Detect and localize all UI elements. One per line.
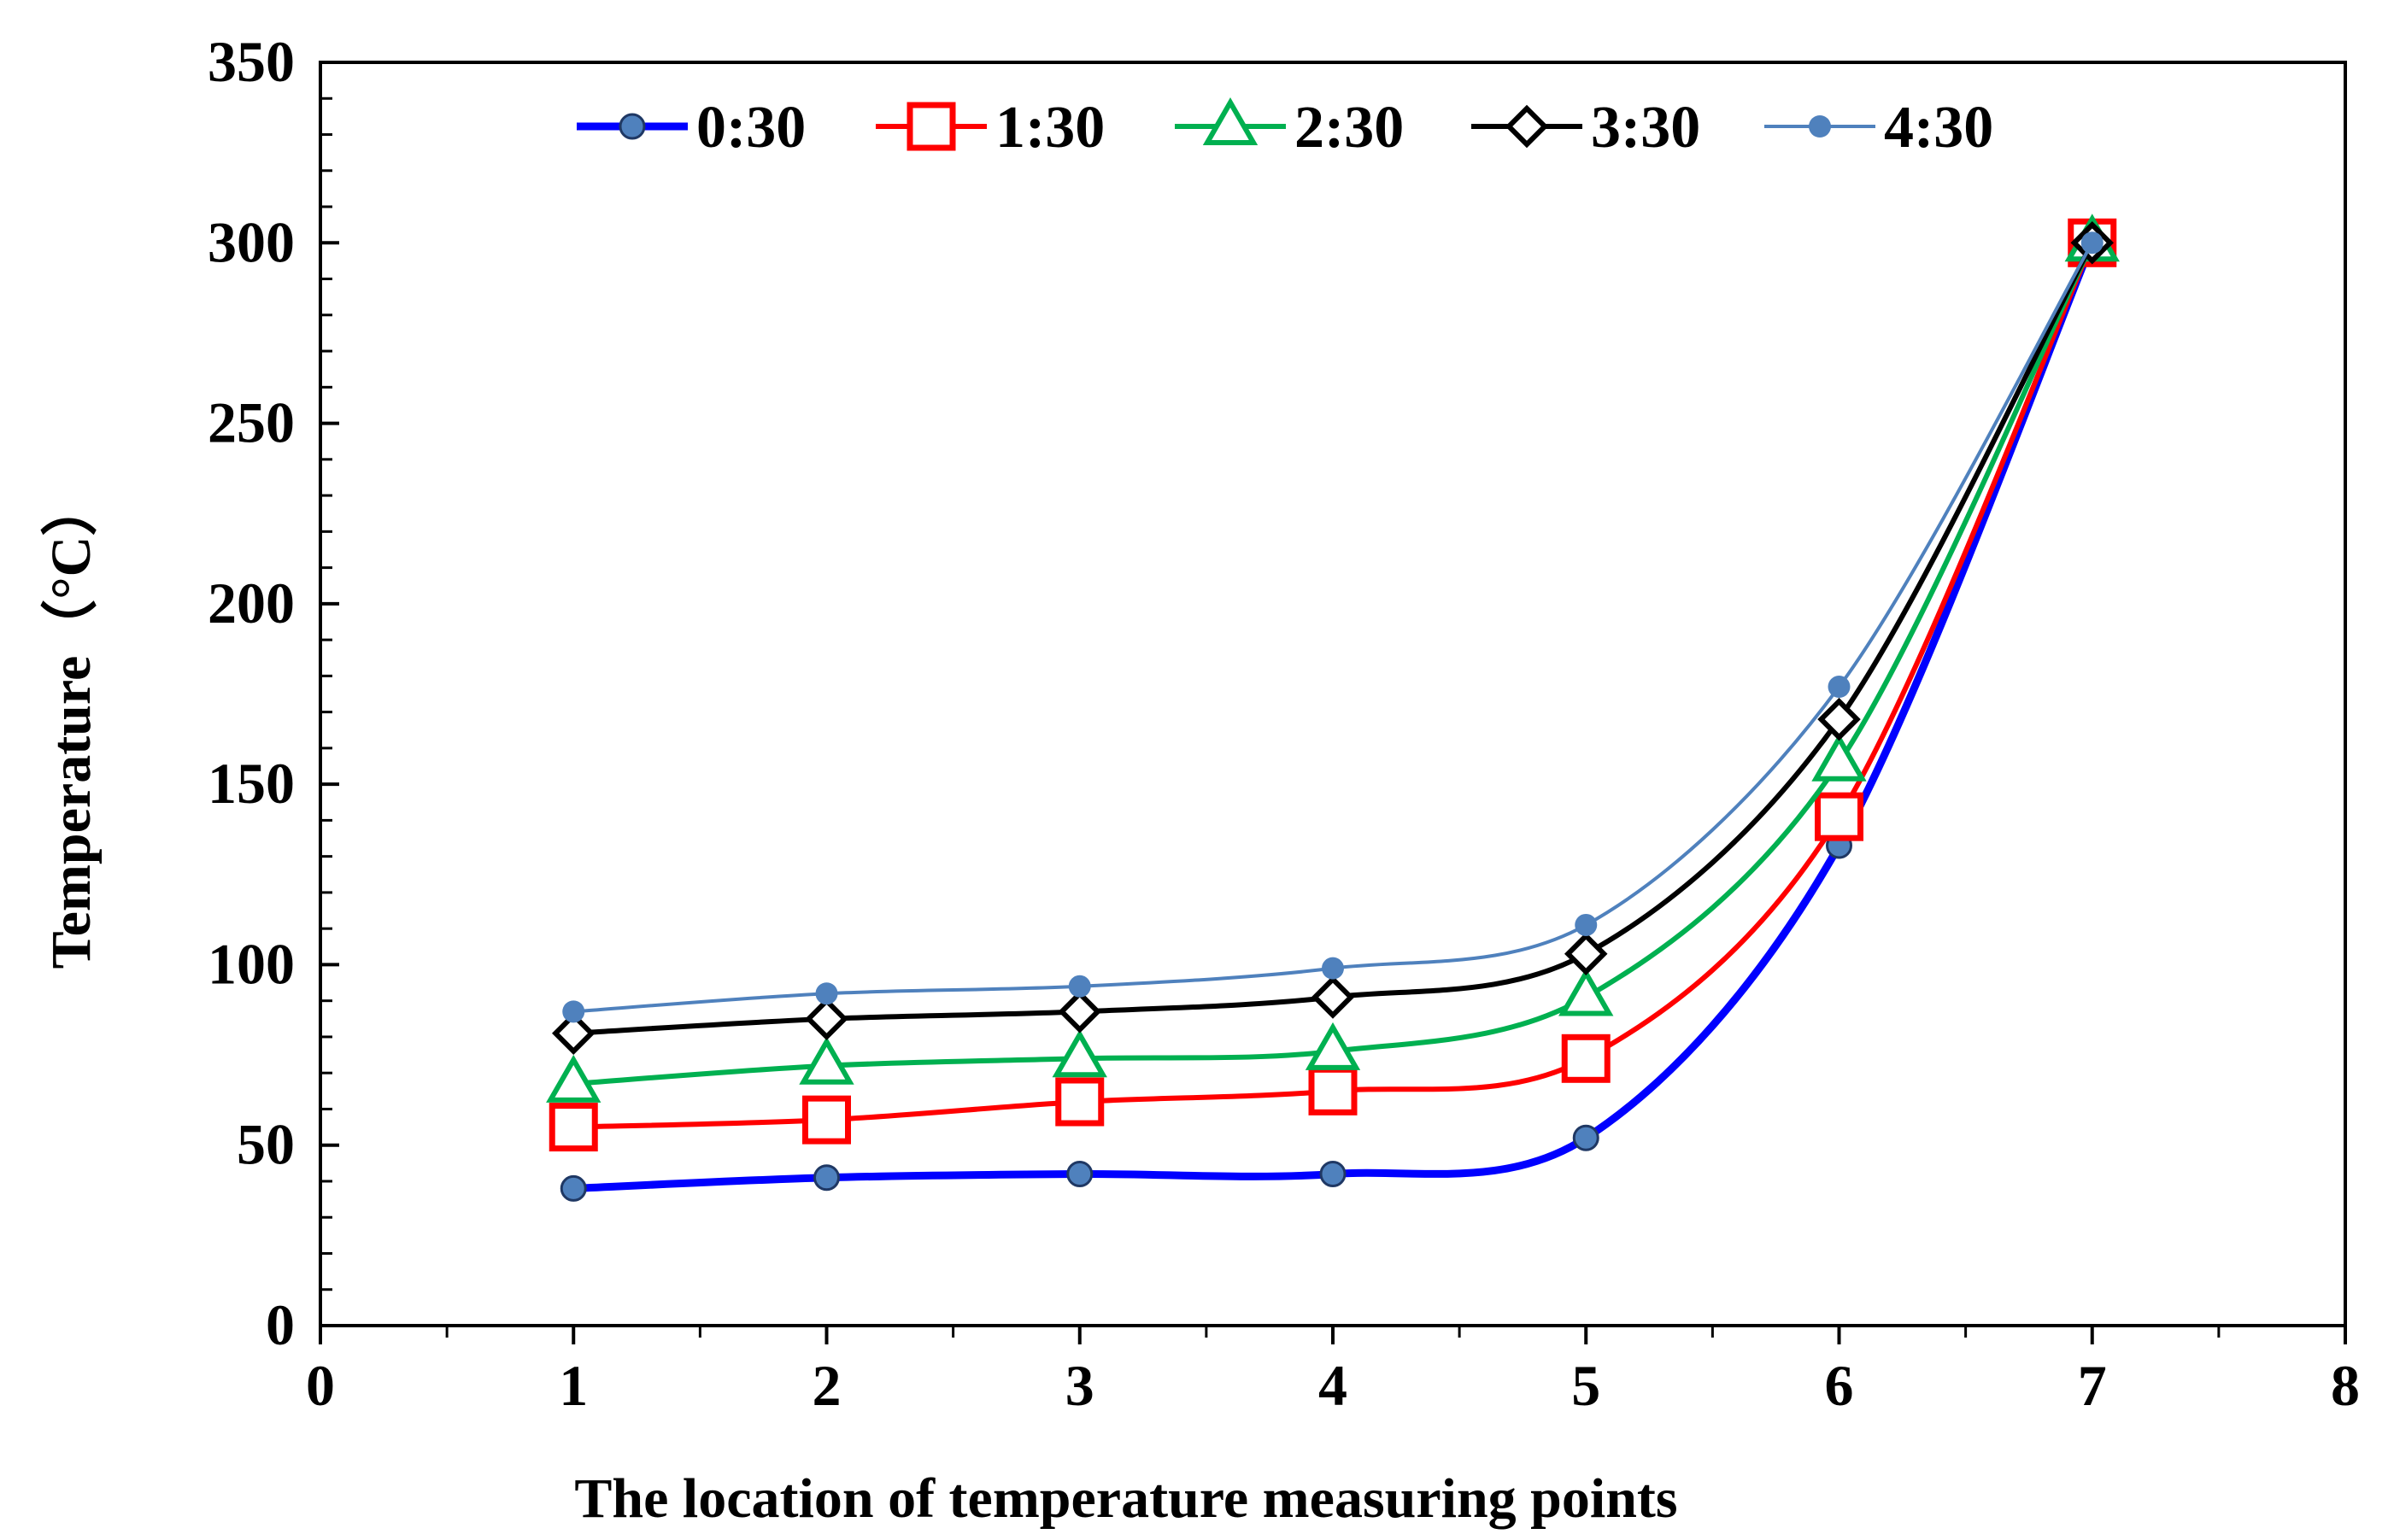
legend-marker <box>619 113 646 140</box>
legend-item: 3:30 <box>1471 95 1700 161</box>
x-tick-label: 6 <box>1825 1353 1854 1418</box>
x-tick-label: 1 <box>559 1353 588 1418</box>
series-1-30 <box>549 218 2117 1152</box>
legend-label: 2:30 <box>1294 95 1404 161</box>
y-tick-label: 100 <box>208 931 295 996</box>
y-tick-label: 300 <box>208 209 295 274</box>
data-point <box>1308 1066 1358 1115</box>
data-point <box>1066 1161 1094 1188</box>
data-point <box>1558 968 1614 1016</box>
data-point <box>562 1000 585 1023</box>
data-point <box>799 1036 854 1085</box>
data-point <box>1311 975 1355 1019</box>
x-tick-label: 7 <box>2078 1353 2107 1418</box>
data-point <box>549 1103 598 1152</box>
data-point <box>2080 231 2104 255</box>
data-point <box>1322 957 1344 980</box>
data-point <box>1564 932 1608 975</box>
series-group <box>546 214 2120 1202</box>
x-tick-label: 2 <box>813 1353 842 1418</box>
legend-marker <box>907 102 956 151</box>
y-tick-label: 350 <box>208 29 295 94</box>
data-point <box>560 1174 587 1202</box>
data-point <box>1561 1033 1611 1083</box>
x-tick-label: 5 <box>1571 1353 1600 1418</box>
y-axis-title: Temperature（°C） <box>39 480 103 969</box>
legend-label: 4:30 <box>1884 95 1993 161</box>
y-tick-label: 250 <box>208 390 295 455</box>
data-point <box>813 1164 840 1192</box>
series-2-30 <box>546 214 2120 1103</box>
x-tick-label: 0 <box>306 1353 335 1418</box>
legend-item: 4:30 <box>1764 95 1993 161</box>
x-tick-label: 3 <box>1065 1353 1094 1418</box>
y-tick-label: 150 <box>208 751 295 816</box>
data-point <box>1815 792 1863 841</box>
y-tick-label: 200 <box>208 571 295 635</box>
data-point <box>1572 1124 1599 1151</box>
x-axis-title: The location of temperature measuring po… <box>574 1467 1677 1530</box>
data-point <box>546 1054 601 1103</box>
data-point <box>1058 990 1101 1033</box>
legend-item: 1:30 <box>876 95 1105 161</box>
legend-label: 0:30 <box>696 95 806 161</box>
data-point <box>1319 1161 1347 1188</box>
legend-label: 1:30 <box>995 95 1105 161</box>
legend-label: 3:30 <box>1591 95 1700 161</box>
x-tick-label: 4 <box>1318 1353 1347 1418</box>
data-point <box>1575 913 1598 936</box>
series-line <box>569 238 2097 1192</box>
y-tick-label: 0 <box>266 1292 295 1357</box>
data-point <box>815 982 838 1005</box>
data-point <box>1828 676 1851 699</box>
legend-marker <box>1202 97 1259 145</box>
data-point <box>1068 975 1091 998</box>
series-4-30 <box>562 231 2104 1023</box>
legend-marker <box>1809 115 1831 138</box>
series-3-30 <box>552 221 2114 1055</box>
legend: 0:30 1:30 2:30 3:30 4:30 <box>577 95 1993 161</box>
data-point <box>552 1011 596 1055</box>
data-point <box>1055 1077 1105 1127</box>
legend-marker <box>1505 104 1549 149</box>
legend-item: 0:30 <box>577 95 806 161</box>
x-tick-label: 8 <box>2331 1353 2360 1418</box>
y-tick-label: 50 <box>237 1112 295 1177</box>
data-point <box>802 1095 851 1145</box>
data-point <box>1811 733 1867 782</box>
axes: 0 50 100 150 200 250 300 350 0 1 2 3 4 5 6 7 8 <box>208 29 2360 1418</box>
data-point <box>1305 1022 1361 1070</box>
data-point <box>1052 1029 1107 1078</box>
legend-item: 2:30 <box>1175 95 1404 161</box>
data-point <box>805 997 848 1041</box>
series-0-30 <box>560 229 2106 1202</box>
data-point <box>1817 697 1861 741</box>
